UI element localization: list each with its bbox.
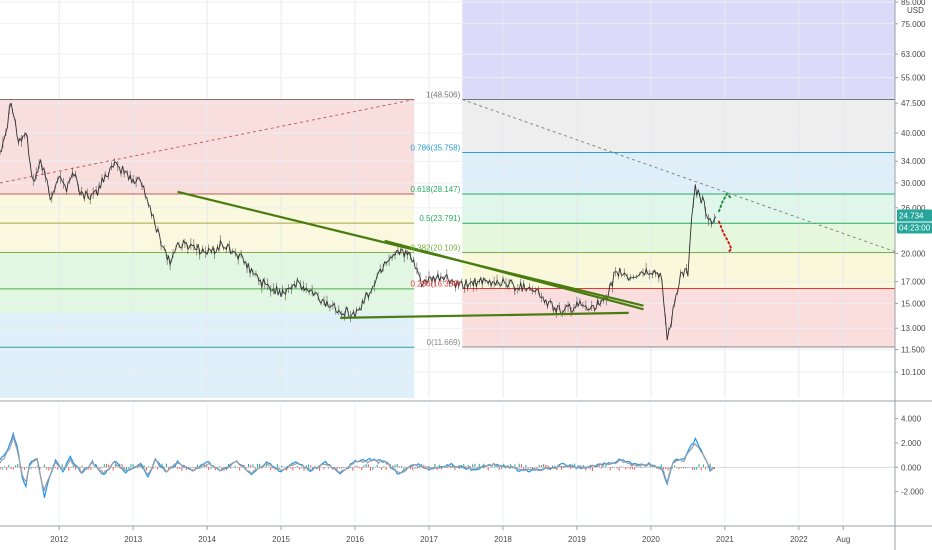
fib-right-zone <box>462 194 895 224</box>
time-tick-label: 2019 <box>568 535 586 544</box>
last-price-label: 24.734 <box>899 211 924 220</box>
time-tick-label: Aug <box>836 535 850 544</box>
trend-line[interactable] <box>340 311 629 319</box>
price-tick-label: 75.000 <box>901 20 926 29</box>
osc-tick-label: 2.000 <box>901 439 922 448</box>
time-tick-label: 2016 <box>346 535 364 544</box>
fib-level-label: 1(48.506) <box>426 90 461 99</box>
time-tick-label: 2014 <box>198 535 216 544</box>
fib-level-label: 0(11.669) <box>427 338 461 347</box>
last-price-badge <box>897 209 932 222</box>
price-tick-label: 55.000 <box>901 74 926 83</box>
price-tick-label: 11.500 <box>901 346 925 355</box>
fib-right-zone <box>462 288 895 347</box>
fib-level-label: 0.236(16.338) <box>410 280 460 289</box>
fib-level-label: 0.5(23.791) <box>419 214 460 223</box>
price-tick-label: 30.000 <box>901 179 926 188</box>
price-tick-label: 85.000 <box>901 0 926 7</box>
fib-level-label: 0.382(20.109) <box>410 243 460 252</box>
price-tick-label: 20.000 <box>901 249 926 258</box>
fib-trend-line <box>462 99 896 253</box>
osc-tick-label: 4.000 <box>901 415 922 424</box>
fib-right-zone <box>462 99 895 153</box>
time-tick-label: 2022 <box>790 535 808 544</box>
countdown-badge <box>897 222 932 234</box>
projection <box>718 191 733 253</box>
countdown-label: 04:23:00 <box>899 223 931 232</box>
price-axis[interactable]: 85.000 75.000 63.000 55.000 47.500 40.000 34.0… <box>895 0 932 377</box>
osc-tick-label: 0.000 <box>901 463 922 472</box>
time-tick-label: 2017 <box>420 535 438 544</box>
price-tick-label: 13.000 <box>901 324 926 333</box>
time-tick-label: 2021 <box>716 535 734 544</box>
fib-right-zone <box>462 252 895 289</box>
fib-right-zone <box>462 0 895 100</box>
osc-tick-label: -2.000 <box>901 488 924 497</box>
price-tick-label: 34.000 <box>901 157 926 166</box>
projection-down-path <box>718 220 733 253</box>
price-tick-label: 40.000 <box>901 129 926 138</box>
price-tick-label: 26.000 <box>901 204 926 213</box>
trend-lines[interactable] <box>177 190 644 319</box>
fib-labels: 1(48.506) 0.786(35.758) 0.618(28.147) 0.5(2… <box>410 90 460 347</box>
trend-line[interactable] <box>384 239 644 311</box>
time-axis[interactable]: 2012 2013 2014 2015 2016 2017 2018 2019 2020 2021… <box>50 526 850 544</box>
price-tick-label: 17.000 <box>901 278 926 287</box>
time-tick-label: 2018 <box>494 535 512 544</box>
fib-trend-lines <box>0 99 896 253</box>
grid <box>0 0 895 522</box>
time-tick-label: 2013 <box>124 535 142 544</box>
currency-label: USD <box>907 6 924 15</box>
projection-up-path <box>718 191 732 213</box>
fib-level-label: 0.618(28.147) <box>410 185 460 194</box>
price-tick-label: 10.100 <box>901 368 926 377</box>
time-tick-label: 2015 <box>272 535 290 544</box>
fib-right-zone <box>462 223 895 253</box>
price-tick-label: 47.500 <box>901 99 926 108</box>
osc-series-line <box>0 434 715 493</box>
price-tick-label: 63.000 <box>901 50 926 59</box>
fib-trend-line <box>0 99 415 184</box>
fib-right-zone <box>462 152 895 195</box>
fib-level-label: 0.786(35.758) <box>410 143 460 152</box>
time-tick-label: 2012 <box>50 535 68 544</box>
price-tick-label: 15.000 <box>901 299 926 308</box>
price-line <box>0 102 717 341</box>
price-series <box>0 102 717 341</box>
time-tick-label: 2020 <box>642 535 660 544</box>
osc-series-line <box>0 431 715 498</box>
oscillator-pane: 4.000 2.000 0.000 -2.000 <box>0 415 924 498</box>
